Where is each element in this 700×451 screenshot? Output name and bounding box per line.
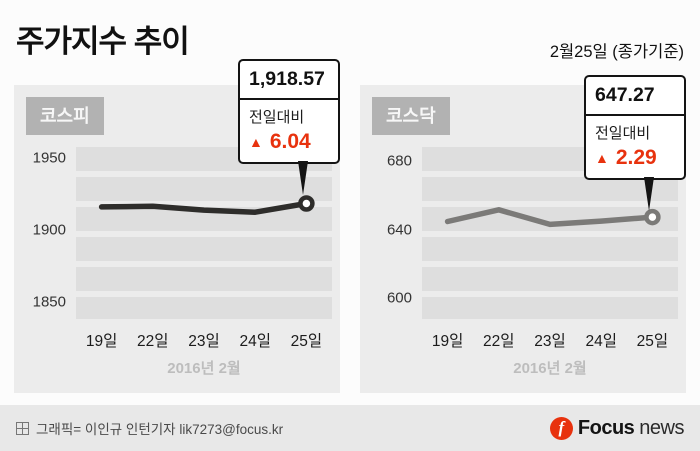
- y-tick-label: 640: [386, 221, 412, 239]
- kospi-y-axis: 1950 1900 1850: [24, 147, 76, 319]
- y-tick-label: 1850: [32, 293, 66, 311]
- x-tick-label: 24일: [585, 333, 617, 350]
- y-tick-label: 680: [386, 152, 412, 170]
- kospi-endpoint-marker: [298, 195, 315, 212]
- logo-text-primary: Focus: [577, 416, 635, 439]
- y-tick-label: 1900: [32, 221, 66, 239]
- kosdaq-badge: 코스닥: [372, 97, 450, 135]
- kosdaq-close-value: 647.27: [586, 84, 684, 116]
- grid-icon: [16, 421, 29, 435]
- kosdaq-panel: 코스닥 680 640 600 19일 22일 23일 24일 25일 2016년 …: [360, 75, 686, 393]
- kosdaq-x-axis: 19일 22일 23일 24일 25일: [422, 329, 678, 351]
- x-tick-label: 19일: [85, 333, 118, 350]
- kospi-callout: 1,918.57 전일대비 ▲ 6.04: [238, 59, 340, 195]
- kospi-x-axis: 19일 22일 23일 24일 25일: [76, 329, 332, 351]
- kospi-close-value: 1,918.57: [240, 68, 338, 100]
- kospi-plot-area: [76, 147, 332, 319]
- date-note: 2월25일 (종가기준): [549, 43, 684, 61]
- x-tick-label: 23일: [188, 333, 220, 350]
- page-title: 주가지수 추이: [16, 24, 190, 59]
- kospi-badge: 코스피: [26, 97, 104, 135]
- kospi-chart: 1950 1900 1850: [24, 147, 332, 319]
- x-tick-label: 23일: [534, 333, 566, 350]
- x-tick-label: 24일: [239, 333, 271, 350]
- x-tick-label: 19일: [431, 333, 464, 350]
- footer-bar: 그래픽= 이인규 인턴기자 lik7273@focus.kr f Focus n…: [0, 405, 700, 451]
- kosdaq-line-chart: [444, 207, 661, 228]
- focusnews-logo-icon: f: [549, 416, 573, 440]
- up-triangle-icon: ▲: [249, 134, 263, 150]
- kosdaq-compare-label: 전일대비: [595, 125, 651, 142]
- credit-line: 그래픽= 이인규 인턴기자 lik7273@focus.kr: [16, 418, 283, 438]
- callout-pointer: [644, 177, 654, 211]
- kospi-panel: 코스피 1950 1900 1850 19일 22일 23일 24일 25일 201…: [14, 59, 340, 393]
- kosdaq-callout: 647.27 전일대비 ▲ 2.29: [584, 75, 686, 211]
- kosdaq-endpoint-marker: [644, 208, 661, 226]
- x-tick-label: 25일: [636, 333, 669, 350]
- x-tick-label: 25일: [290, 333, 323, 350]
- kosdaq-period-label: 2016년 2월: [513, 360, 587, 377]
- kosdaq-y-axis: 680 640 600: [370, 147, 422, 319]
- callout-pointer: [298, 161, 308, 195]
- credit-text: 그래픽= 이인규 인턴기자 lik7273@focus.kr: [36, 422, 284, 437]
- kosdaq-series-line: [444, 207, 656, 228]
- kospi-period-label: 2016년 2월: [167, 360, 241, 377]
- kosdaq-change-value: 2.29: [615, 146, 657, 169]
- kospi-change: ▲ 6.04: [249, 130, 329, 154]
- kospi-line-chart: [98, 195, 315, 215]
- x-tick-label: 22일: [483, 333, 515, 350]
- x-tick-label: 22일: [137, 333, 169, 350]
- y-tick-label: 1950: [32, 149, 66, 167]
- up-triangle-icon: ▲: [595, 150, 609, 166]
- kospi-compare-label: 전일대비: [249, 109, 305, 126]
- kospi-change-value: 6.04: [269, 130, 311, 153]
- kospi-series-line: [98, 200, 310, 215]
- y-tick-label: 600: [386, 289, 412, 307]
- logo-text-secondary: news: [639, 416, 684, 439]
- focusnews-logo: f Focus news: [549, 416, 684, 440]
- kosdaq-change: ▲ 2.29: [595, 146, 675, 170]
